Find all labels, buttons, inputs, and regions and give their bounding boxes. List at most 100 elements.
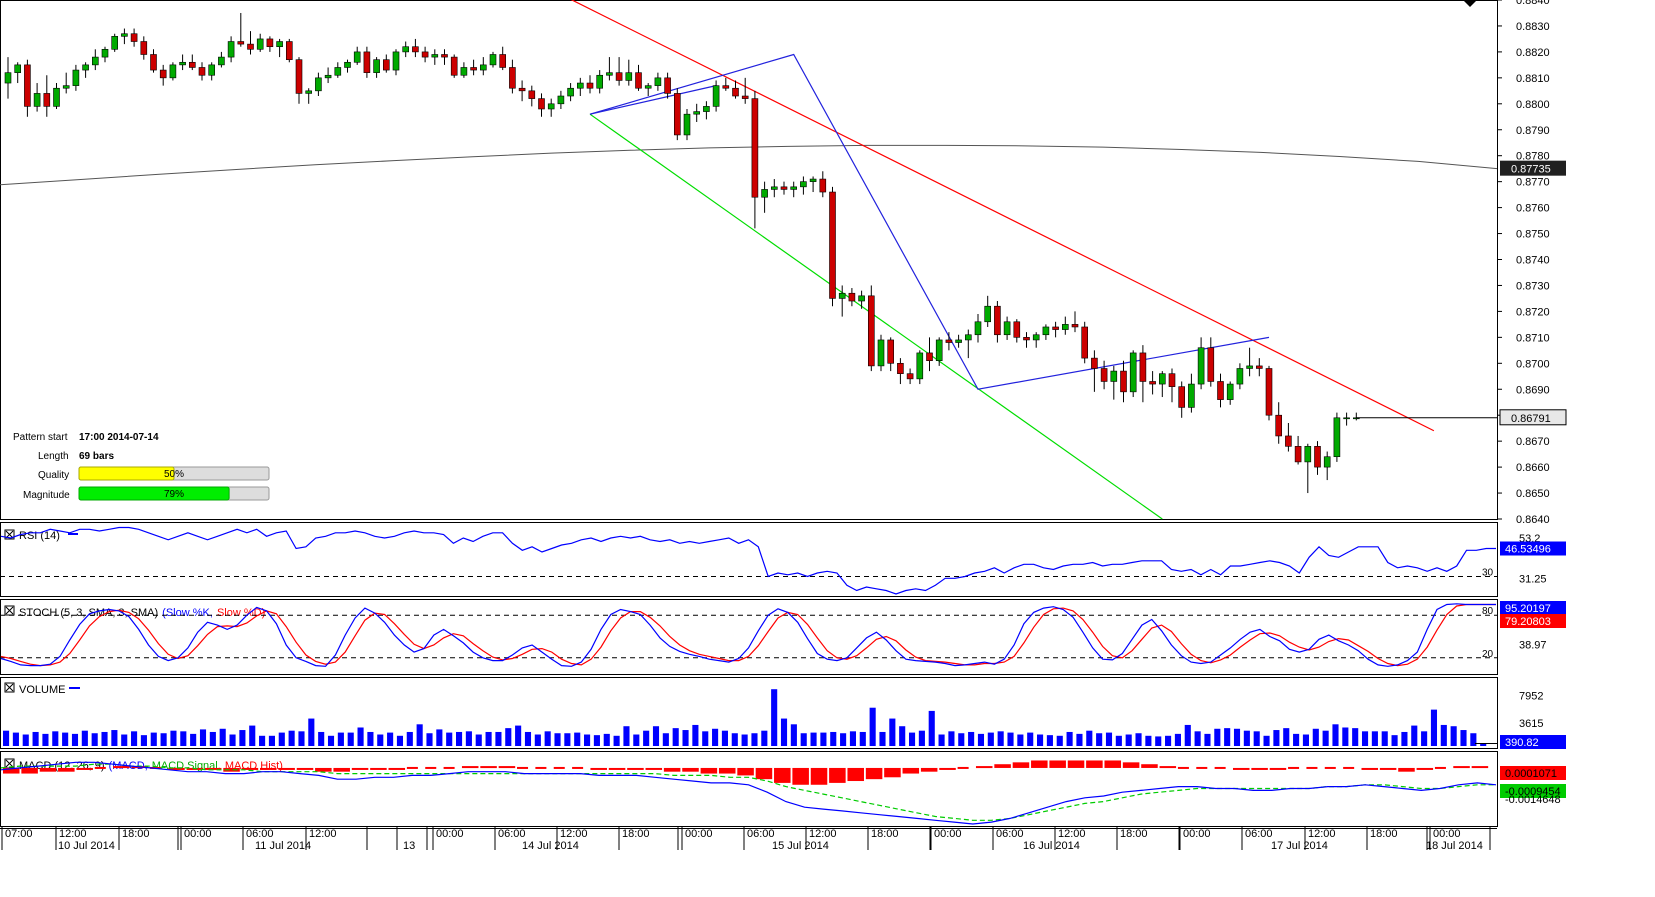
candle-body <box>421 51 429 58</box>
price-tick-label: 0.8790 <box>1516 125 1550 137</box>
candle-body <box>276 41 283 48</box>
volume-bar <box>899 726 906 746</box>
candle-body <box>984 305 992 323</box>
time-tick-label: 06:00 <box>498 828 526 840</box>
macd-hist-bar <box>21 767 38 774</box>
macd-hist-bar <box>737 767 754 776</box>
stoch-k-legend-text: Slow %K <box>166 607 211 619</box>
candle-body <box>955 339 962 343</box>
macd-panel: 0.0001071 -0.0009454-0.0014648 <box>0 760 1566 825</box>
volume-bar <box>771 689 778 746</box>
volume-bar <box>1421 731 1428 746</box>
macd-hist-bar <box>755 767 773 780</box>
volume-bar <box>1056 735 1063 746</box>
candle-body <box>1159 373 1166 385</box>
time-tick-label: 12:00 <box>560 828 588 840</box>
candle-body <box>489 54 497 66</box>
volume-bar <box>741 734 748 746</box>
volume-bar <box>327 735 335 746</box>
time-tick-label: 12:00 <box>809 828 837 840</box>
time-tick-label: 00:00 <box>1433 828 1461 840</box>
pattern-start-value: 17:00 2014-07-14 <box>79 432 159 443</box>
candle-body <box>227 41 235 58</box>
price-tick-label: 0.8730 <box>1516 280 1550 292</box>
price-tick-label: 0.8810 <box>1516 73 1550 85</box>
scroll-marker-icon[interactable] <box>1463 0 1477 7</box>
stoch-ref-20: 20 <box>1482 649 1494 660</box>
candle-body <box>402 46 410 53</box>
candle-body <box>324 74 332 79</box>
volume-bar <box>1440 724 1447 746</box>
candle-body <box>373 59 380 73</box>
volume-bar <box>524 731 532 746</box>
time-tick-label: 18:00 <box>622 828 650 840</box>
volume-bar <box>446 732 453 746</box>
candle-body <box>926 352 933 362</box>
volume-bar <box>170 730 177 746</box>
candle-body <box>82 64 89 71</box>
candle-body <box>441 54 448 58</box>
stoch-d-current-tag <box>1500 614 1566 628</box>
volume-bar <box>918 730 925 746</box>
candle-body <box>635 72 642 89</box>
price-tick-label: 0.8690 <box>1516 384 1550 396</box>
macd-hist-bar <box>847 767 864 782</box>
macd-hist-bar <box>388 767 406 770</box>
macd-hist-bar <box>1306 766 1318 769</box>
volume-bar <box>32 731 39 746</box>
macd-hist-bar <box>1049 760 1066 768</box>
macd-hist-bar <box>113 766 130 769</box>
forex-chart[interactable]: 0.8840 0.8830 0.8820 0.8810 0.8800 0.8790 0.87… <box>0 0 1567 852</box>
volume-bar <box>1322 730 1329 746</box>
volume-bar <box>1066 731 1073 746</box>
candle-body <box>547 103 555 110</box>
volume-bar <box>544 731 551 746</box>
candle-body <box>353 51 361 63</box>
volume-bar <box>1480 743 1487 746</box>
volume-bar <box>239 730 246 746</box>
candle-body <box>1013 321 1021 338</box>
volume-bar <box>623 726 630 746</box>
candle-body <box>1091 357 1098 369</box>
candle-body <box>848 292 856 302</box>
candle-body <box>1100 368 1108 382</box>
rsi-panel-frame <box>0 522 1498 597</box>
volume-bar <box>150 732 157 746</box>
volume-bar <box>209 731 216 746</box>
macd-hist-bar <box>168 767 185 770</box>
macd-hist-bar <box>902 767 920 774</box>
macd-hist-bar <box>1122 762 1140 768</box>
macd-hist-bar <box>1343 766 1355 769</box>
price-tick-label: 0.8760 <box>1516 203 1550 215</box>
date-label: 10 Jul 2014 <box>58 840 115 850</box>
macd-signal-line <box>0 763 1496 821</box>
candle-body <box>334 67 342 76</box>
volume-bar <box>761 730 768 746</box>
volume-bar <box>987 732 994 746</box>
volume-bar <box>731 733 738 746</box>
macd-tick-label: -0.0014648 <box>1505 794 1561 806</box>
volume-bar <box>534 734 541 746</box>
candle-body <box>732 87 739 97</box>
candle-body <box>974 321 982 336</box>
candle-body <box>838 292 846 299</box>
volume-bar <box>702 731 709 746</box>
candle-body <box>72 69 80 86</box>
volume-close-x <box>5 683 14 692</box>
candle-body <box>1042 326 1050 336</box>
candle-body <box>4 72 12 84</box>
volume-bar <box>928 710 935 746</box>
candle-body <box>1003 321 1011 336</box>
volume-bar <box>712 728 719 746</box>
volume-bar <box>968 731 975 746</box>
macd-hist-bar <box>1361 767 1379 770</box>
volume-bar <box>672 728 679 746</box>
volume-bar <box>1302 734 1309 746</box>
macd-panel-frame <box>0 751 1498 827</box>
price-tick-label: 0.8720 <box>1516 306 1550 318</box>
volume-bar <box>1125 734 1132 746</box>
volume-bar <box>396 735 404 746</box>
candle-body <box>1110 370 1118 382</box>
candle-body <box>470 67 477 71</box>
candle-body <box>1207 347 1215 382</box>
